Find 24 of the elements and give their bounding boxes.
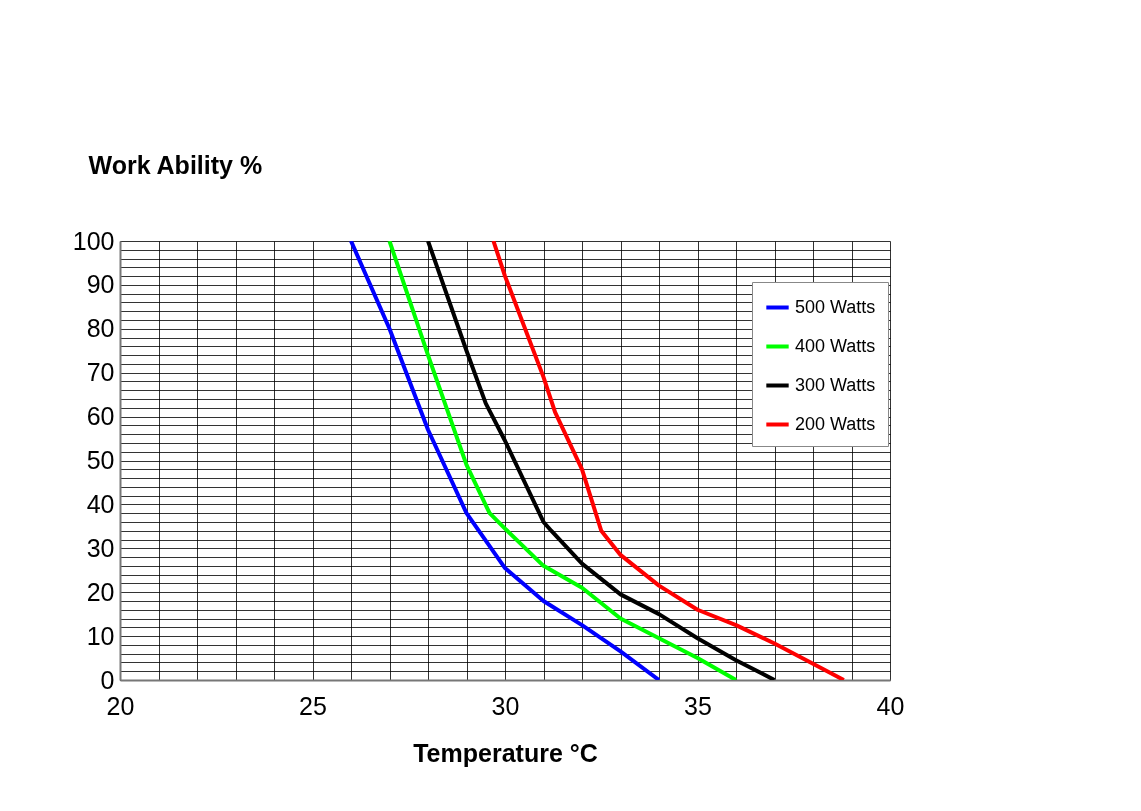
- legend-label: 300 Watts: [795, 374, 876, 395]
- x-tick-label: 30: [491, 691, 520, 720]
- y-tick-label: 60: [86, 402, 115, 431]
- y-tick-label: 10: [86, 621, 115, 650]
- legend-label: 500 Watts: [795, 296, 876, 317]
- y-tick-label: 90: [86, 270, 115, 299]
- y-tick-label: 100: [72, 226, 115, 255]
- x-tick-label: 35: [684, 691, 712, 720]
- y-tick-label: 40: [86, 489, 115, 518]
- y-tick-label: 30: [86, 533, 115, 562]
- y-tick-label: 80: [86, 314, 115, 343]
- y-axis-title: Work Ability %: [88, 150, 263, 179]
- y-tick-label: 20: [86, 577, 115, 606]
- y-tick-label: 50: [86, 446, 115, 474]
- y-tick-label: 0: [100, 665, 115, 694]
- x-axis-title: Temperature °C: [413, 738, 598, 767]
- line-series: [387, 241, 738, 680]
- x-tick-label: 25: [299, 691, 327, 720]
- legend-label: 200 Watts: [795, 413, 876, 434]
- legend-label: 400 Watts: [795, 335, 876, 356]
- x-tick-label: 40: [876, 691, 905, 720]
- x-tick-label: 20: [106, 691, 135, 720]
- y-tick-label: 70: [86, 358, 115, 387]
- line-series: [349, 241, 661, 680]
